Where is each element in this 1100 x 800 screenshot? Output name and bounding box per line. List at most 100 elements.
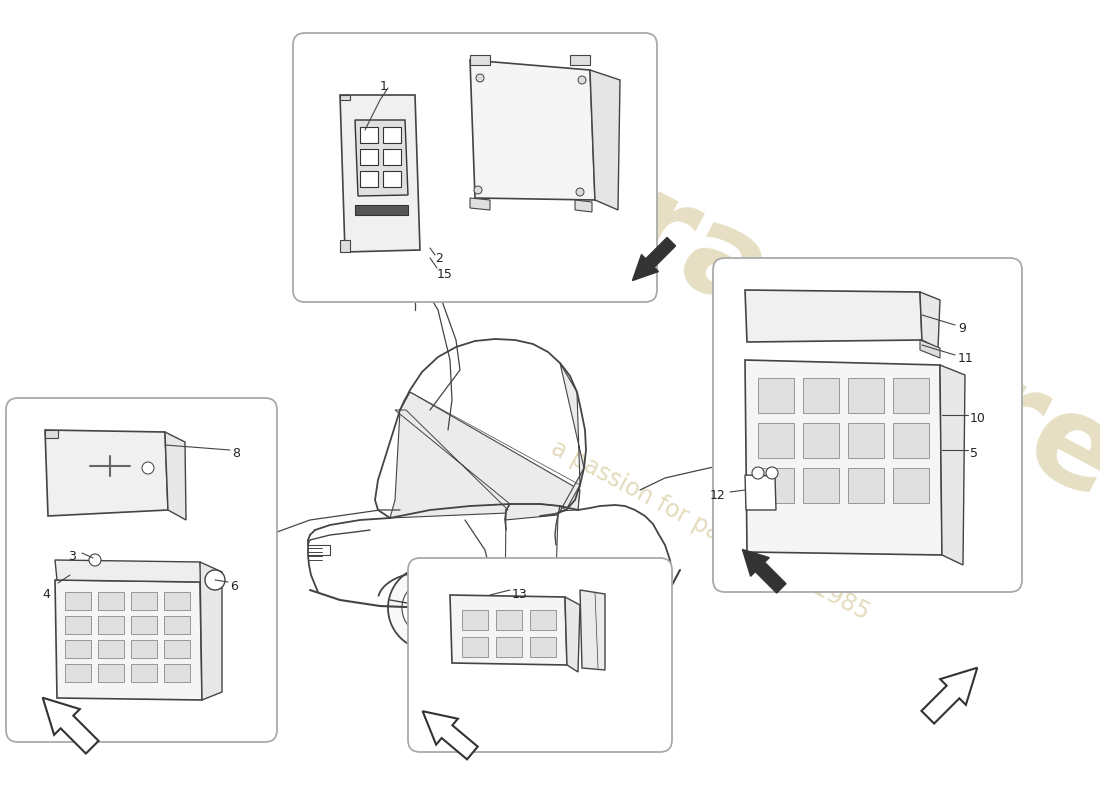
Polygon shape — [580, 590, 605, 670]
Polygon shape — [65, 640, 91, 658]
Polygon shape — [758, 468, 794, 503]
Polygon shape — [390, 392, 580, 518]
Circle shape — [476, 74, 484, 82]
Text: a passion for parts since 1985: a passion for parts since 1985 — [547, 435, 873, 625]
Polygon shape — [131, 640, 157, 658]
Polygon shape — [43, 698, 99, 754]
Polygon shape — [803, 378, 839, 413]
Text: 1: 1 — [379, 80, 388, 93]
Polygon shape — [590, 70, 620, 210]
Polygon shape — [745, 475, 776, 510]
Polygon shape — [758, 378, 794, 413]
Text: 2: 2 — [434, 252, 443, 265]
FancyBboxPatch shape — [293, 33, 657, 302]
Polygon shape — [355, 120, 408, 196]
Polygon shape — [893, 468, 930, 503]
Polygon shape — [462, 637, 488, 657]
Polygon shape — [803, 468, 839, 503]
Polygon shape — [940, 365, 965, 565]
Polygon shape — [470, 55, 490, 65]
Polygon shape — [745, 290, 922, 342]
Polygon shape — [893, 423, 930, 458]
Polygon shape — [758, 423, 794, 458]
Polygon shape — [450, 595, 566, 665]
Circle shape — [205, 570, 225, 590]
Polygon shape — [496, 610, 522, 630]
Circle shape — [576, 188, 584, 196]
Polygon shape — [131, 616, 157, 634]
Polygon shape — [922, 668, 977, 723]
FancyBboxPatch shape — [6, 398, 277, 742]
Polygon shape — [570, 55, 590, 65]
Text: 5: 5 — [970, 447, 978, 460]
Polygon shape — [65, 592, 91, 610]
Polygon shape — [164, 640, 190, 658]
Polygon shape — [131, 592, 157, 610]
Circle shape — [474, 186, 482, 194]
Polygon shape — [803, 423, 839, 458]
Polygon shape — [98, 664, 124, 682]
Text: 12: 12 — [710, 489, 726, 502]
Text: 3: 3 — [68, 550, 76, 563]
Polygon shape — [848, 468, 884, 503]
Circle shape — [766, 467, 778, 479]
Polygon shape — [742, 550, 786, 593]
Polygon shape — [355, 205, 408, 215]
Polygon shape — [745, 360, 942, 555]
Polygon shape — [98, 592, 124, 610]
Polygon shape — [65, 616, 91, 634]
Text: 4: 4 — [42, 588, 50, 601]
Polygon shape — [98, 640, 124, 658]
Polygon shape — [200, 562, 222, 700]
Polygon shape — [565, 597, 580, 672]
Text: 13: 13 — [512, 588, 528, 601]
Polygon shape — [920, 340, 940, 358]
Polygon shape — [470, 60, 595, 200]
Polygon shape — [98, 616, 124, 634]
Polygon shape — [45, 430, 58, 438]
Polygon shape — [65, 664, 91, 682]
Text: 8: 8 — [232, 447, 240, 460]
Circle shape — [388, 566, 472, 650]
Polygon shape — [45, 430, 168, 516]
Circle shape — [579, 580, 631, 632]
Polygon shape — [360, 149, 378, 165]
Polygon shape — [496, 637, 522, 657]
Circle shape — [752, 467, 764, 479]
Polygon shape — [470, 198, 490, 210]
Text: 6: 6 — [230, 580, 238, 593]
Polygon shape — [340, 95, 350, 100]
Polygon shape — [164, 664, 190, 682]
Polygon shape — [340, 240, 350, 252]
Text: 11: 11 — [958, 352, 974, 365]
Text: 15: 15 — [437, 268, 453, 281]
Polygon shape — [340, 95, 420, 252]
FancyBboxPatch shape — [713, 258, 1022, 592]
Circle shape — [89, 554, 101, 566]
Polygon shape — [383, 127, 402, 143]
Polygon shape — [848, 423, 884, 458]
Polygon shape — [164, 616, 190, 634]
Polygon shape — [848, 378, 884, 413]
Polygon shape — [383, 149, 402, 165]
Polygon shape — [920, 292, 940, 348]
Polygon shape — [131, 664, 157, 682]
Polygon shape — [395, 410, 510, 510]
Polygon shape — [422, 711, 477, 759]
Circle shape — [402, 580, 458, 636]
Polygon shape — [55, 560, 202, 582]
Polygon shape — [164, 592, 190, 610]
Text: ultraspares: ultraspares — [436, 78, 1100, 562]
Polygon shape — [360, 171, 378, 187]
Polygon shape — [383, 171, 402, 187]
Polygon shape — [462, 610, 488, 630]
Polygon shape — [575, 200, 592, 212]
Text: 9: 9 — [958, 322, 966, 335]
Polygon shape — [530, 637, 556, 657]
Polygon shape — [530, 610, 556, 630]
Circle shape — [578, 76, 586, 84]
Text: 10: 10 — [970, 412, 986, 425]
FancyBboxPatch shape — [408, 558, 672, 752]
Polygon shape — [632, 238, 675, 281]
Polygon shape — [55, 580, 202, 700]
